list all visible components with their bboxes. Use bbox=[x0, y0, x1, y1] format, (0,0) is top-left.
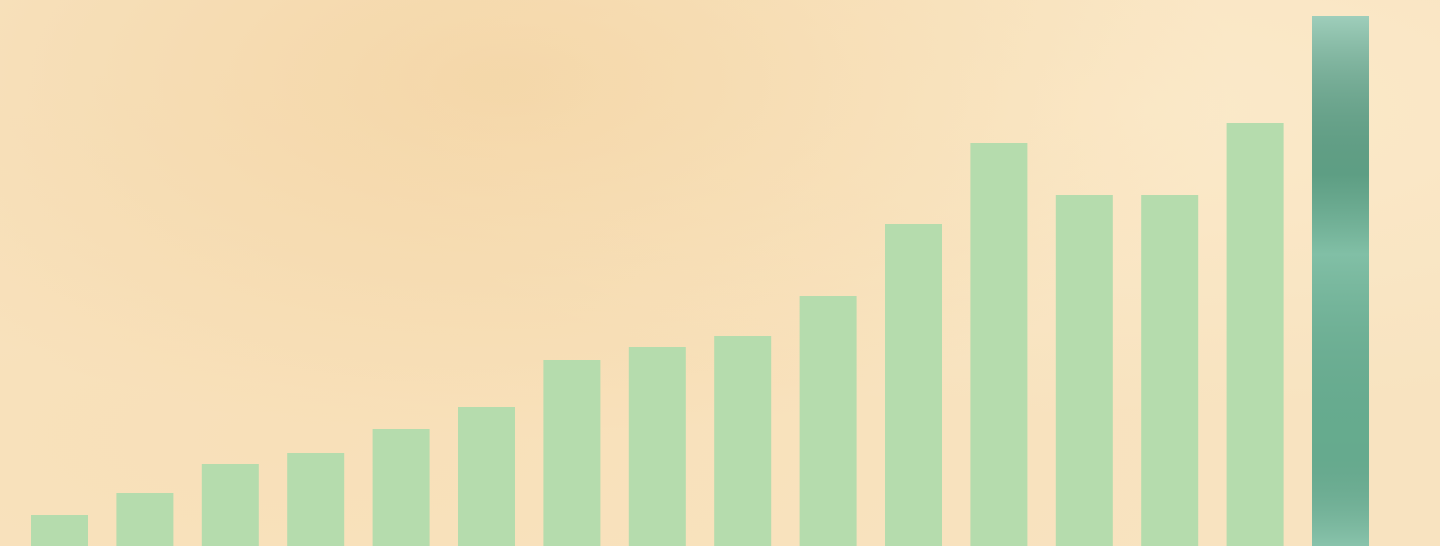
bar bbox=[970, 143, 1028, 546]
bar bbox=[201, 464, 259, 546]
bar bbox=[458, 407, 515, 546]
bar bbox=[1055, 195, 1113, 546]
bar bbox=[714, 336, 772, 546]
bar bbox=[31, 515, 88, 546]
bar bbox=[1226, 123, 1284, 546]
bar bbox=[628, 347, 686, 546]
bar bbox=[799, 296, 857, 546]
bar bbox=[116, 493, 174, 546]
bar bbox=[885, 224, 942, 546]
bar bbox=[372, 429, 430, 546]
bar bbox=[543, 360, 601, 546]
bar bbox=[1312, 16, 1369, 546]
bar bbox=[1141, 195, 1199, 546]
bar bbox=[287, 453, 345, 546]
